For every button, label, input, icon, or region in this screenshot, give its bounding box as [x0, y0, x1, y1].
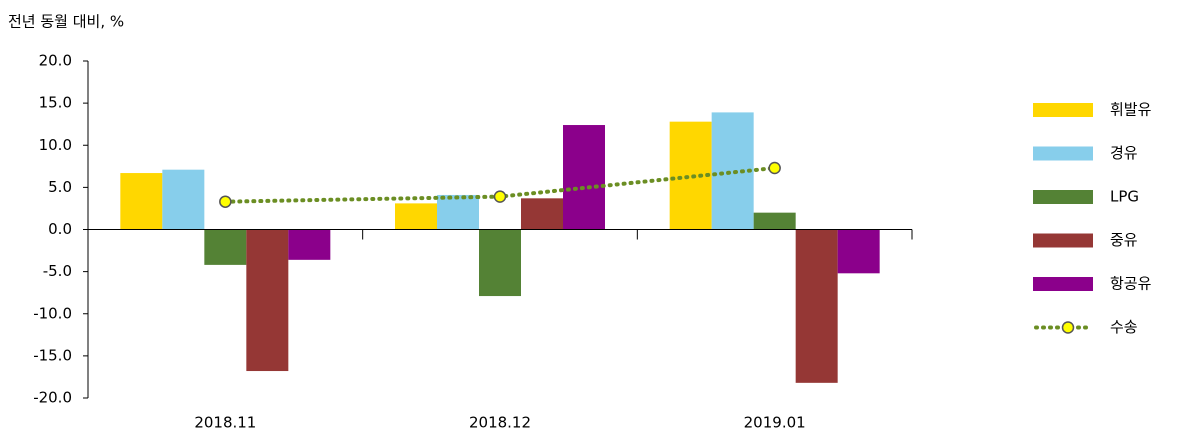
bar: [120, 173, 163, 230]
y-tick-label: 15.0: [39, 94, 72, 112]
x-tick-label: 2018.11: [194, 414, 256, 432]
bar: [162, 169, 205, 230]
y-tick-label: -15.0: [33, 346, 72, 364]
bar: [479, 229, 521, 297]
y-tick-label: 10.0: [39, 136, 72, 154]
bar: [204, 229, 247, 265]
bar: [563, 125, 605, 230]
legend-label: 중유: [1110, 231, 1138, 249]
bar: [669, 121, 712, 230]
legend-label: 휘발유: [1110, 101, 1152, 119]
bar: [753, 212, 796, 230]
y-tick-label: -10.0: [33, 304, 72, 322]
legend-swatch: [1033, 190, 1093, 204]
bar: [795, 229, 838, 383]
legend-swatch: [1033, 103, 1093, 117]
bar: [288, 229, 331, 260]
bar: [395, 203, 437, 230]
bar: [246, 229, 289, 372]
line-marker: [219, 195, 232, 208]
y-tick-label: 20.0: [39, 52, 72, 70]
legend-label: LPG: [1110, 188, 1139, 206]
bar: [521, 198, 563, 230]
x-tick-label: 2018.12: [469, 414, 531, 432]
legend-label: 경유: [1110, 144, 1138, 162]
y-tick-label: -20.0: [33, 389, 72, 407]
legend-swatch: [1033, 146, 1093, 161]
y-tick-label: 0.0: [48, 220, 72, 238]
legend-swatch: [1033, 233, 1093, 248]
x-tick-label: 2019.01: [744, 414, 806, 432]
y-tick-label: 5.0: [48, 178, 72, 196]
y-axis-title: 전년 동월 대비, %: [8, 13, 124, 31]
bar: [437, 194, 479, 230]
bar: [837, 229, 880, 274]
legend-label: 수송: [1110, 318, 1138, 336]
legend-marker: [1061, 321, 1075, 334]
line-marker: [768, 161, 781, 175]
y-tick-label: -5.0: [43, 262, 72, 280]
legend-label: 항공유: [1110, 275, 1152, 293]
line-marker: [493, 190, 507, 203]
legend-swatch: [1033, 277, 1093, 291]
bar: [711, 112, 754, 230]
